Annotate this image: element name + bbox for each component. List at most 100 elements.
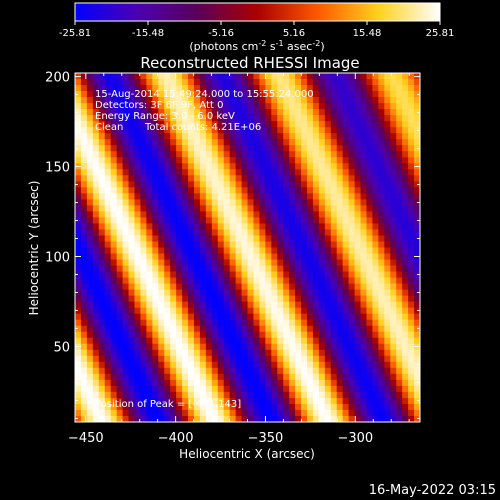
heatmap-cell bbox=[372, 265, 379, 273]
annotation-time: 15-Aug-2014 15:49:24.000 to 15:55:24.000 bbox=[95, 89, 314, 100]
heatmap-cell bbox=[312, 205, 320, 212]
heatmap-cell bbox=[98, 271, 106, 279]
heatmap-cell bbox=[372, 163, 379, 170]
heatmap-cell bbox=[223, 265, 231, 273]
heatmap-cell bbox=[336, 103, 344, 110]
heatmap-cell bbox=[229, 205, 237, 212]
heatmap-cell bbox=[402, 157, 409, 164]
heatmap-cell bbox=[360, 331, 368, 339]
heatmap-cell bbox=[289, 73, 296, 80]
heatmap-cell bbox=[241, 151, 249, 158]
heatmap-cell bbox=[193, 379, 201, 387]
colorbar-tick-label: -5.16 bbox=[208, 28, 234, 39]
heatmap-cell bbox=[378, 265, 385, 273]
heatmap-cell bbox=[193, 217, 201, 225]
heatmap-cell bbox=[384, 331, 391, 339]
heatmap-cell bbox=[396, 415, 403, 422]
heatmap-cell bbox=[378, 193, 385, 200]
heatmap-cell bbox=[277, 163, 284, 170]
heatmap-cell bbox=[295, 127, 302, 134]
heatmap-cell bbox=[348, 415, 356, 422]
heatmap-cell bbox=[259, 121, 266, 128]
heatmap-cell bbox=[342, 349, 350, 357]
heatmap-cell bbox=[80, 229, 88, 237]
heatmap-cell bbox=[128, 205, 136, 212]
heatmap-cell bbox=[396, 229, 403, 237]
heatmap-cell bbox=[235, 259, 243, 267]
heatmap-cell bbox=[271, 337, 278, 345]
heatmap-cell bbox=[86, 397, 94, 405]
heatmap-cell bbox=[277, 259, 284, 267]
colorbar-tick-label: -15.48 bbox=[132, 28, 164, 39]
heatmap-cell bbox=[110, 169, 118, 176]
heatmap-cell bbox=[301, 391, 308, 399]
heatmap-cell bbox=[336, 253, 344, 261]
heatmap-cell bbox=[205, 85, 213, 92]
heatmap-cell bbox=[158, 175, 165, 182]
heatmap-cell bbox=[217, 157, 225, 164]
heatmap-cell bbox=[306, 319, 314, 327]
heatmap-cell bbox=[235, 331, 243, 339]
heatmap-cell bbox=[306, 139, 314, 146]
heatmap-cell bbox=[110, 319, 118, 327]
heatmap-cell bbox=[390, 139, 397, 146]
heatmap-cell bbox=[318, 109, 326, 116]
heatmap-cell bbox=[170, 313, 177, 321]
heatmap-cell bbox=[253, 289, 260, 297]
heatmap-cell bbox=[193, 235, 201, 243]
heatmap-cell bbox=[408, 133, 415, 140]
heatmap-cell bbox=[110, 193, 118, 200]
heatmap-cell bbox=[158, 187, 165, 194]
heatmap-cell bbox=[116, 85, 124, 92]
heatmap-cell bbox=[176, 313, 183, 321]
heatmap-cell bbox=[211, 271, 219, 279]
heatmap-cell bbox=[122, 229, 130, 237]
heatmap-cell bbox=[176, 199, 183, 206]
heatmap-cell bbox=[318, 343, 326, 351]
heatmap-cell bbox=[122, 265, 130, 273]
heatmap-cell bbox=[408, 259, 415, 267]
heatmap-cell bbox=[342, 217, 350, 225]
heatmap-cell bbox=[188, 385, 195, 393]
heatmap-cell bbox=[318, 349, 326, 357]
heatmap-cell bbox=[110, 325, 118, 333]
heatmap-cell bbox=[235, 181, 243, 188]
heatmap-cell bbox=[128, 217, 136, 225]
heatmap-cell bbox=[253, 259, 260, 267]
heatmap-cell bbox=[170, 361, 177, 369]
heatmap-cell bbox=[235, 157, 243, 164]
heatmap-cell bbox=[199, 325, 207, 333]
heatmap-cell bbox=[318, 187, 326, 194]
heatmap-cell bbox=[146, 313, 153, 321]
heatmap-cell bbox=[217, 181, 225, 188]
heatmap-cell bbox=[122, 235, 130, 243]
heatmap-cell bbox=[170, 163, 177, 170]
heatmap-cell bbox=[330, 223, 338, 231]
heatmap-cell bbox=[283, 235, 290, 243]
heatmap-cell bbox=[277, 223, 284, 231]
heatmap-cell bbox=[104, 349, 112, 357]
heatmap-cell bbox=[152, 409, 159, 417]
heatmap-cell bbox=[176, 349, 183, 357]
heatmap-cell bbox=[301, 343, 308, 351]
heatmap-cell bbox=[253, 139, 260, 146]
heatmap-cell bbox=[378, 373, 385, 381]
heatmap-cell bbox=[229, 97, 237, 104]
heatmap-cell bbox=[378, 85, 385, 92]
heatmap-cell bbox=[110, 391, 118, 399]
heatmap-cell bbox=[277, 295, 284, 303]
heatmap-cell bbox=[176, 91, 183, 98]
heatmap-cell bbox=[259, 151, 266, 158]
heatmap-cell bbox=[128, 295, 136, 303]
heatmap-cell bbox=[98, 355, 106, 363]
heatmap-cell bbox=[122, 79, 130, 86]
heatmap-cell bbox=[324, 415, 332, 422]
heatmap-cell bbox=[318, 301, 326, 309]
heatmap-cell bbox=[259, 337, 266, 345]
heatmap-cell bbox=[253, 115, 260, 122]
heatmap-cell bbox=[336, 79, 344, 86]
heatmap-cell bbox=[80, 145, 88, 152]
heatmap-cell bbox=[348, 331, 356, 339]
heatmap-cell bbox=[396, 379, 403, 387]
heatmap-cell bbox=[134, 145, 142, 152]
